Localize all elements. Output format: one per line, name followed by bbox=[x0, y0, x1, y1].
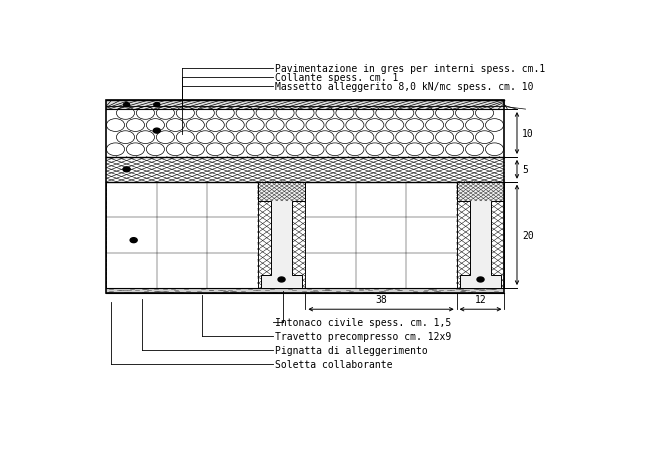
Circle shape bbox=[153, 129, 161, 134]
Bar bbox=[107, 288, 504, 294]
Bar bbox=[306, 182, 457, 288]
Bar bbox=[306, 182, 457, 288]
Bar bbox=[107, 182, 257, 288]
Bar bbox=[107, 101, 504, 110]
Bar bbox=[107, 110, 504, 157]
Text: Travetto precompresso cm. 12x9: Travetto precompresso cm. 12x9 bbox=[275, 331, 452, 341]
Circle shape bbox=[123, 168, 130, 173]
Text: Collante spess. cm. 1: Collante spess. cm. 1 bbox=[275, 73, 398, 83]
Bar bbox=[107, 182, 257, 288]
Bar bbox=[457, 182, 504, 288]
Circle shape bbox=[154, 103, 160, 107]
Text: 20: 20 bbox=[522, 230, 534, 241]
Text: 5: 5 bbox=[522, 165, 528, 175]
Bar bbox=[257, 182, 306, 288]
Polygon shape bbox=[457, 182, 504, 288]
Bar bbox=[257, 182, 306, 288]
Bar bbox=[107, 157, 504, 182]
Text: Pignatta di alleggerimento: Pignatta di alleggerimento bbox=[275, 345, 428, 355]
Text: 10: 10 bbox=[522, 129, 534, 139]
Text: 12: 12 bbox=[474, 294, 486, 304]
Text: Intonaco civile spess. cm. 1,5: Intonaco civile spess. cm. 1,5 bbox=[275, 317, 452, 327]
Polygon shape bbox=[257, 182, 306, 288]
Bar bbox=[107, 101, 504, 294]
Text: Pavimentazione in gres per interni spess. cm.1: Pavimentazione in gres per interni spess… bbox=[275, 64, 545, 74]
Text: Massetto alleggerito 8,0 kN/mc spess. cm. 10: Massetto alleggerito 8,0 kN/mc spess. cm… bbox=[275, 82, 534, 92]
Circle shape bbox=[477, 277, 484, 282]
Circle shape bbox=[130, 238, 137, 243]
Text: 38: 38 bbox=[375, 294, 387, 304]
Bar bbox=[457, 182, 504, 288]
Circle shape bbox=[124, 103, 129, 107]
Text: Soletta collaborante: Soletta collaborante bbox=[275, 359, 393, 369]
Circle shape bbox=[278, 277, 285, 282]
